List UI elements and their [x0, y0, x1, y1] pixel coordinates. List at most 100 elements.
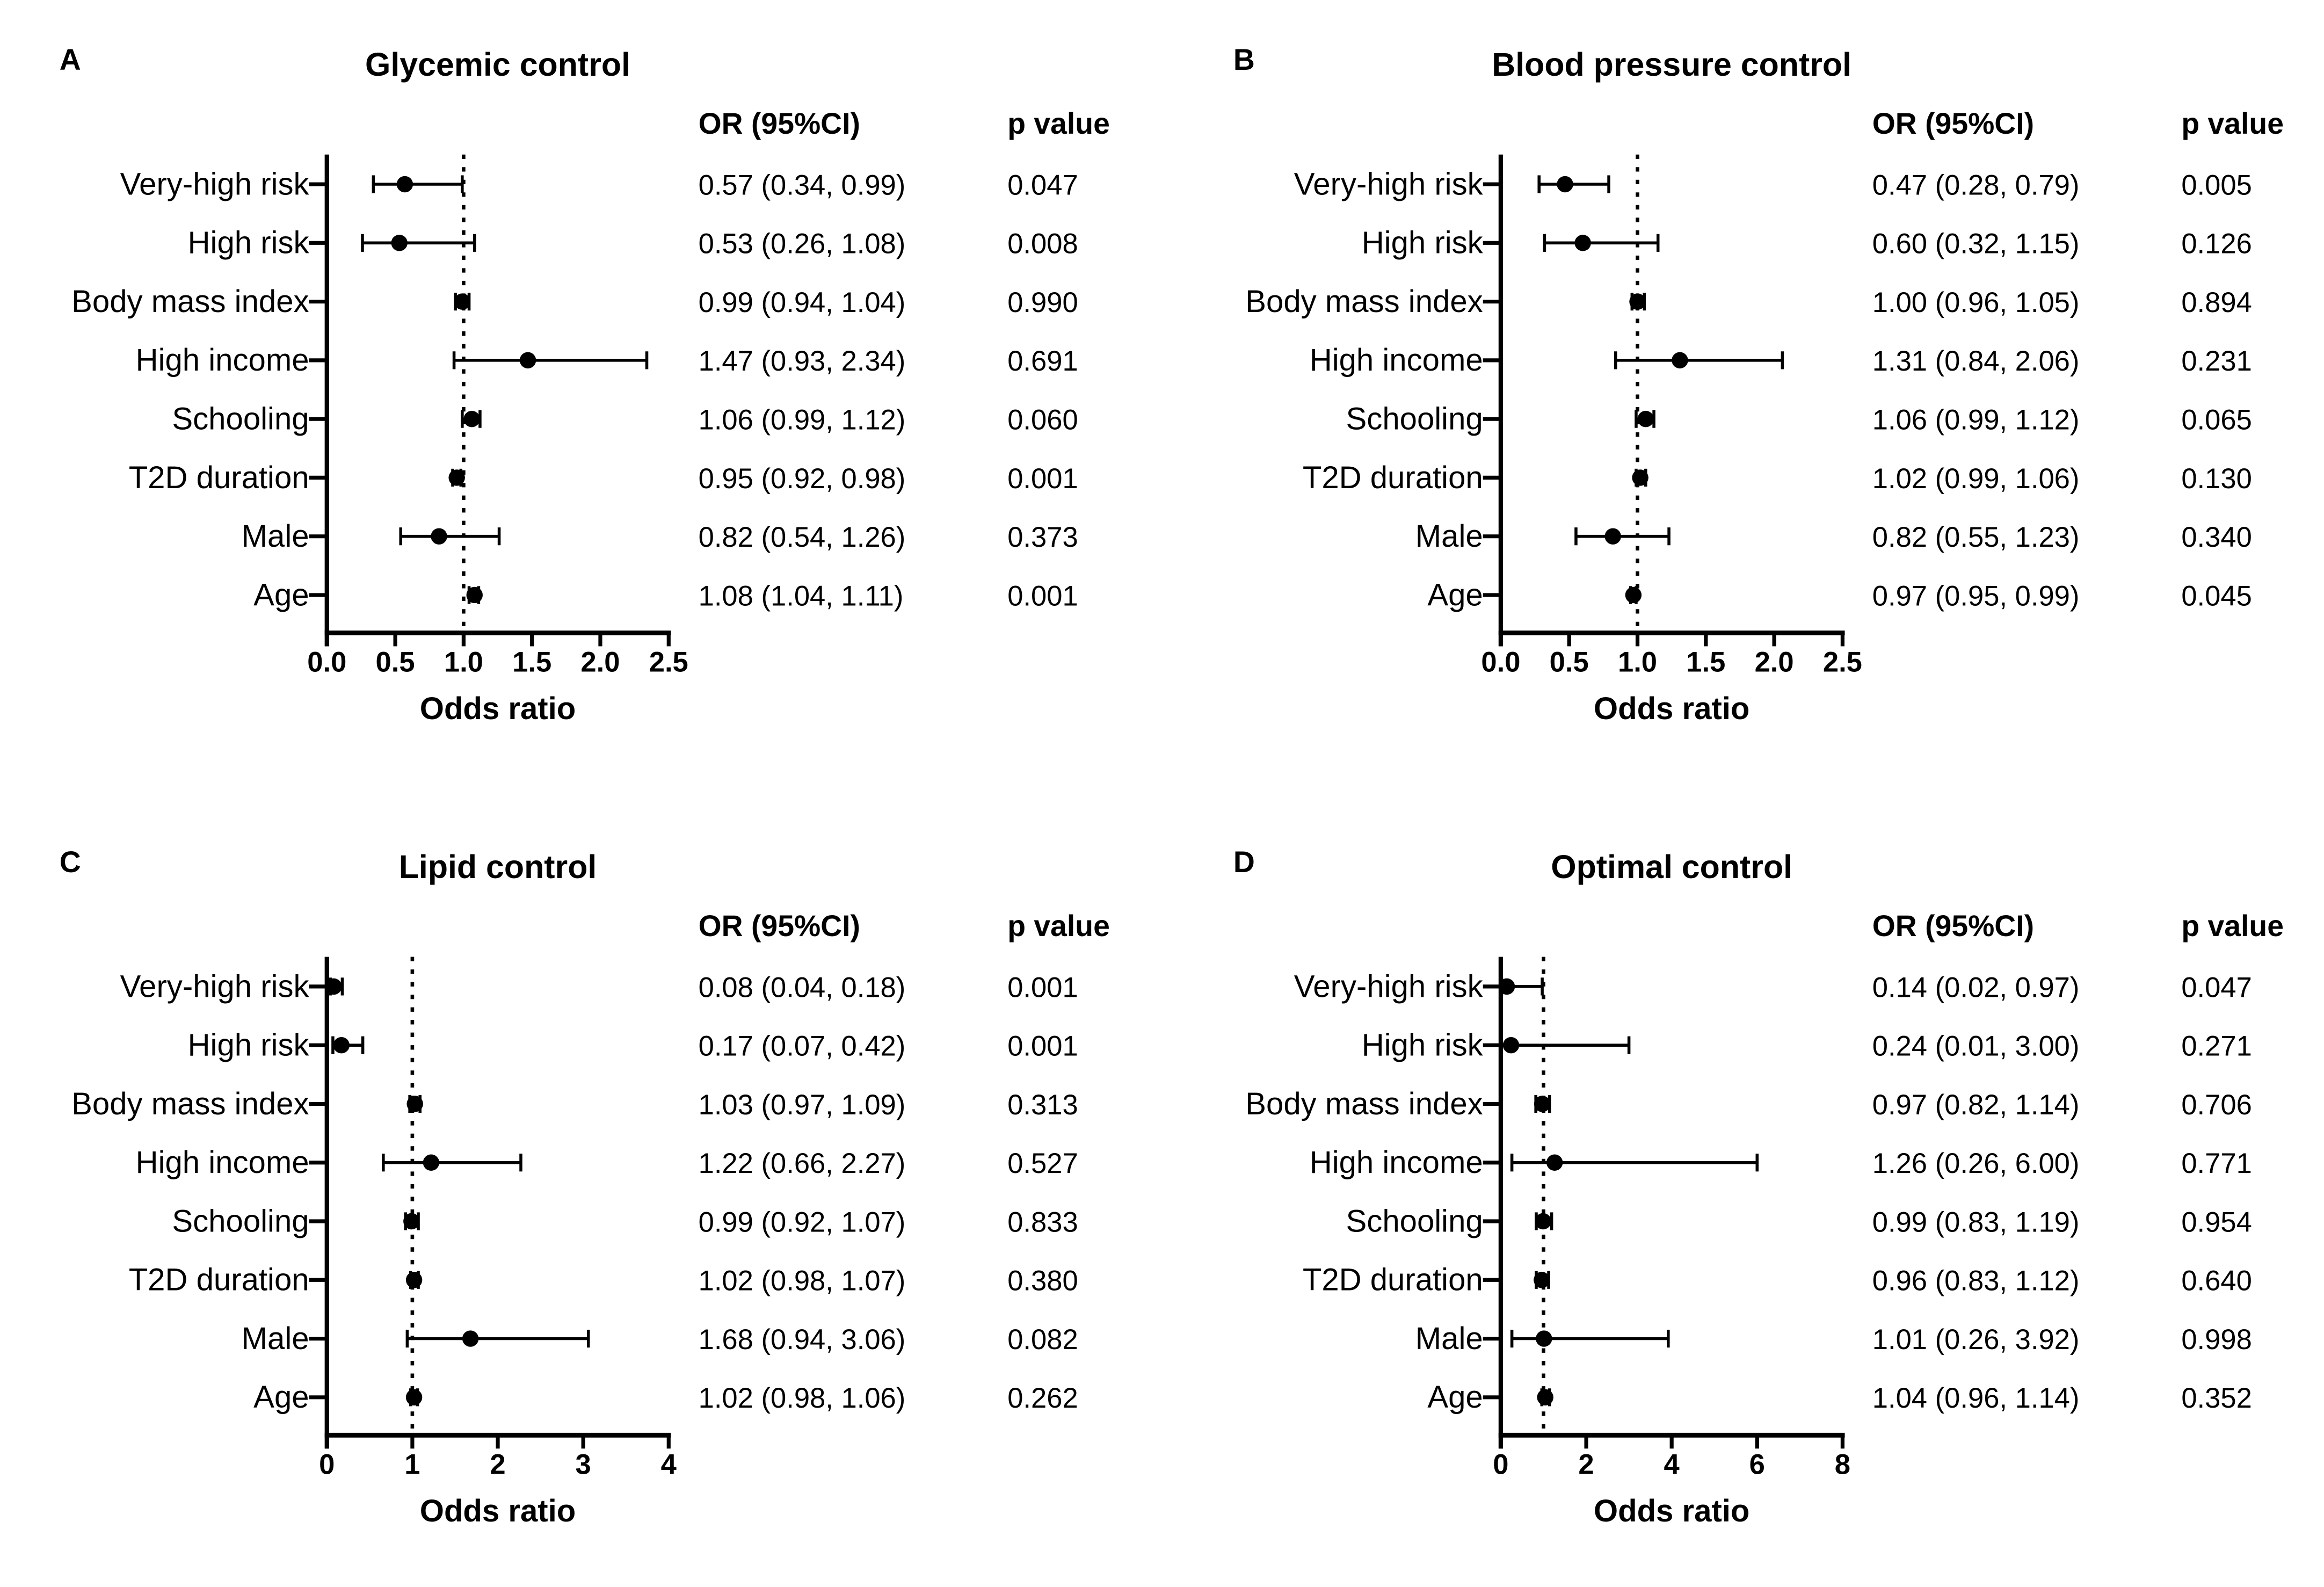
- or-value: 1.68 (0.94, 3.06): [699, 1324, 906, 1356]
- or-marker: [466, 586, 483, 604]
- panel-letter: D: [1233, 846, 1255, 880]
- x-tick-label: 0: [319, 1448, 335, 1480]
- p-value: 0.001: [1007, 580, 1078, 612]
- p-value: 0.352: [2181, 1382, 2252, 1414]
- or-value: 0.82 (0.55, 1.23): [1872, 521, 2080, 553]
- p-value: 0.313: [1007, 1089, 1078, 1121]
- row-label: Very-high risk: [120, 166, 310, 201]
- p-column-header: p value: [1007, 107, 1110, 140]
- p-value: 0.527: [1007, 1148, 1078, 1179]
- or-value: 0.24 (0.01, 3.00): [1872, 1031, 2080, 1062]
- or-value: 0.82 (0.54, 1.26): [699, 521, 906, 553]
- or-marker: [1632, 469, 1648, 486]
- or-value: 0.99 (0.92, 1.07): [699, 1206, 906, 1238]
- or-value: 1.02 (0.98, 1.06): [699, 1382, 906, 1414]
- p-value: 0.271: [2181, 1031, 2252, 1062]
- p-value: 0.373: [1007, 521, 1078, 553]
- p-column-header: p value: [2181, 107, 2284, 140]
- or-value: 1.04 (0.96, 1.14): [1872, 1382, 2080, 1414]
- p-value: 0.706: [2181, 1089, 2252, 1121]
- row-label: Male: [1415, 1321, 1483, 1356]
- p-value: 0.894: [2181, 287, 2252, 318]
- x-tick-label: 1: [404, 1448, 420, 1480]
- row-label: T2D duration: [129, 1263, 309, 1298]
- p-value: 0.691: [1007, 345, 1078, 377]
- or-marker: [1574, 235, 1591, 251]
- or-marker: [405, 1272, 423, 1288]
- or-value: 0.17 (0.07, 0.42): [699, 1031, 906, 1062]
- row-label: Schooling: [1346, 1204, 1483, 1238]
- x-tick-label: 1.5: [512, 646, 551, 678]
- or-marker: [333, 1037, 350, 1054]
- or-value: 1.01 (0.26, 3.92): [1872, 1324, 2080, 1356]
- panel-letter: B: [1233, 44, 1255, 77]
- or-value: 1.06 (0.99, 1.12): [699, 404, 906, 436]
- or-marker: [1535, 1213, 1551, 1230]
- x-tick-label: 2: [1578, 1448, 1594, 1480]
- or-marker: [1672, 352, 1688, 369]
- p-value: 0.262: [1007, 1382, 1078, 1414]
- or-value: 1.08 (1.04, 1.11): [699, 580, 904, 612]
- row-label: Male: [242, 1321, 309, 1356]
- p-value: 0.954: [2181, 1206, 2252, 1238]
- panel-title: Optimal control: [1551, 848, 1793, 886]
- or-value: 0.14 (0.02, 0.97): [1872, 972, 2080, 1003]
- or-value: 1.22 (0.66, 2.27): [699, 1148, 906, 1179]
- or-column-header: OR (95%CI): [1872, 107, 2034, 140]
- p-value: 0.380: [1007, 1265, 1078, 1297]
- or-marker: [454, 293, 471, 310]
- row-label: Age: [253, 577, 309, 612]
- x-tick-label: 0.5: [1550, 646, 1589, 678]
- or-value: 0.99 (0.94, 1.04): [699, 287, 906, 318]
- x-tick-label: 2: [490, 1448, 505, 1480]
- p-value: 0.008: [1007, 228, 1078, 260]
- row-label: Schooling: [1346, 402, 1483, 437]
- x-tick-label: 1.5: [1686, 646, 1725, 678]
- row-label: High income: [136, 343, 309, 378]
- or-value: 0.08 (0.04, 0.18): [699, 972, 906, 1003]
- or-column-header: OR (95%CI): [699, 107, 860, 140]
- row-label: Very-high risk: [120, 969, 310, 1004]
- panel-title: Blood pressure control: [1492, 46, 1852, 83]
- row-label: T2D duration: [1303, 1263, 1483, 1298]
- forest-plot-lipid: 0 1 2 3 4 Odds ratio OR (95%CI) p value Very-hig…: [71, 909, 1110, 1528]
- x-tick-label: 4: [1664, 1448, 1680, 1480]
- x-tick-label: 2.5: [649, 646, 688, 678]
- or-marker: [406, 1096, 423, 1112]
- row-label: High income: [1310, 343, 1483, 378]
- panel-b-blood-pressure-control: B Blood pressure control 0.0 0.5 1.0 1.5 2.0…: [1216, 41, 2318, 784]
- x-tick-label: 2.5: [1823, 646, 1862, 678]
- x-tick-label: 4: [661, 1448, 677, 1480]
- p-value: 0.082: [1007, 1324, 1078, 1356]
- or-value: 1.03 (0.97, 1.09): [699, 1089, 906, 1121]
- p-value: 0.640: [2181, 1265, 2252, 1297]
- or-marker: [1625, 586, 1642, 604]
- or-marker: [403, 1213, 420, 1230]
- row-label: High risk: [1362, 226, 1484, 260]
- row-label: Very-high risk: [1294, 969, 1484, 1004]
- or-marker: [1536, 1330, 1552, 1347]
- x-axis-title: Odds ratio: [1594, 1494, 1750, 1528]
- p-value: 0.047: [1007, 169, 1078, 201]
- row-label: Body mass index: [1245, 1086, 1483, 1121]
- forest-plot-blood-pressure: 0.0 0.5 1.0 1.5 2.0 2.5 Odds ratio OR (95%CI) p …: [1245, 107, 2284, 726]
- or-value: 0.53 (0.26, 1.08): [699, 228, 906, 260]
- panel-d-optimal-control: D Optimal control 0 2 4 6 8 Odds ratio OR (95%…: [1216, 844, 2318, 1586]
- p-value: 0.998: [2181, 1324, 2252, 1356]
- row-label: Very-high risk: [1294, 166, 1484, 201]
- panel-letter: A: [59, 44, 81, 77]
- row-label: Body mass index: [71, 1086, 309, 1121]
- row-label: High income: [1310, 1145, 1483, 1180]
- p-value: 0.340: [2181, 521, 2252, 553]
- or-value: 0.95 (0.92, 0.98): [699, 463, 906, 495]
- p-column-header: p value: [2181, 909, 2284, 943]
- row-label: High income: [136, 1145, 309, 1180]
- p-value: 0.001: [1007, 1031, 1078, 1062]
- or-column-header: OR (95%CI): [699, 909, 860, 943]
- or-value: 0.96 (0.83, 1.12): [1872, 1265, 2080, 1297]
- x-tick-label: 1.0: [1618, 646, 1657, 678]
- p-value: 0.001: [1007, 972, 1078, 1003]
- or-value: 1.26 (0.26, 6.00): [1872, 1148, 2080, 1179]
- x-tick-label: 8: [1835, 1448, 1850, 1480]
